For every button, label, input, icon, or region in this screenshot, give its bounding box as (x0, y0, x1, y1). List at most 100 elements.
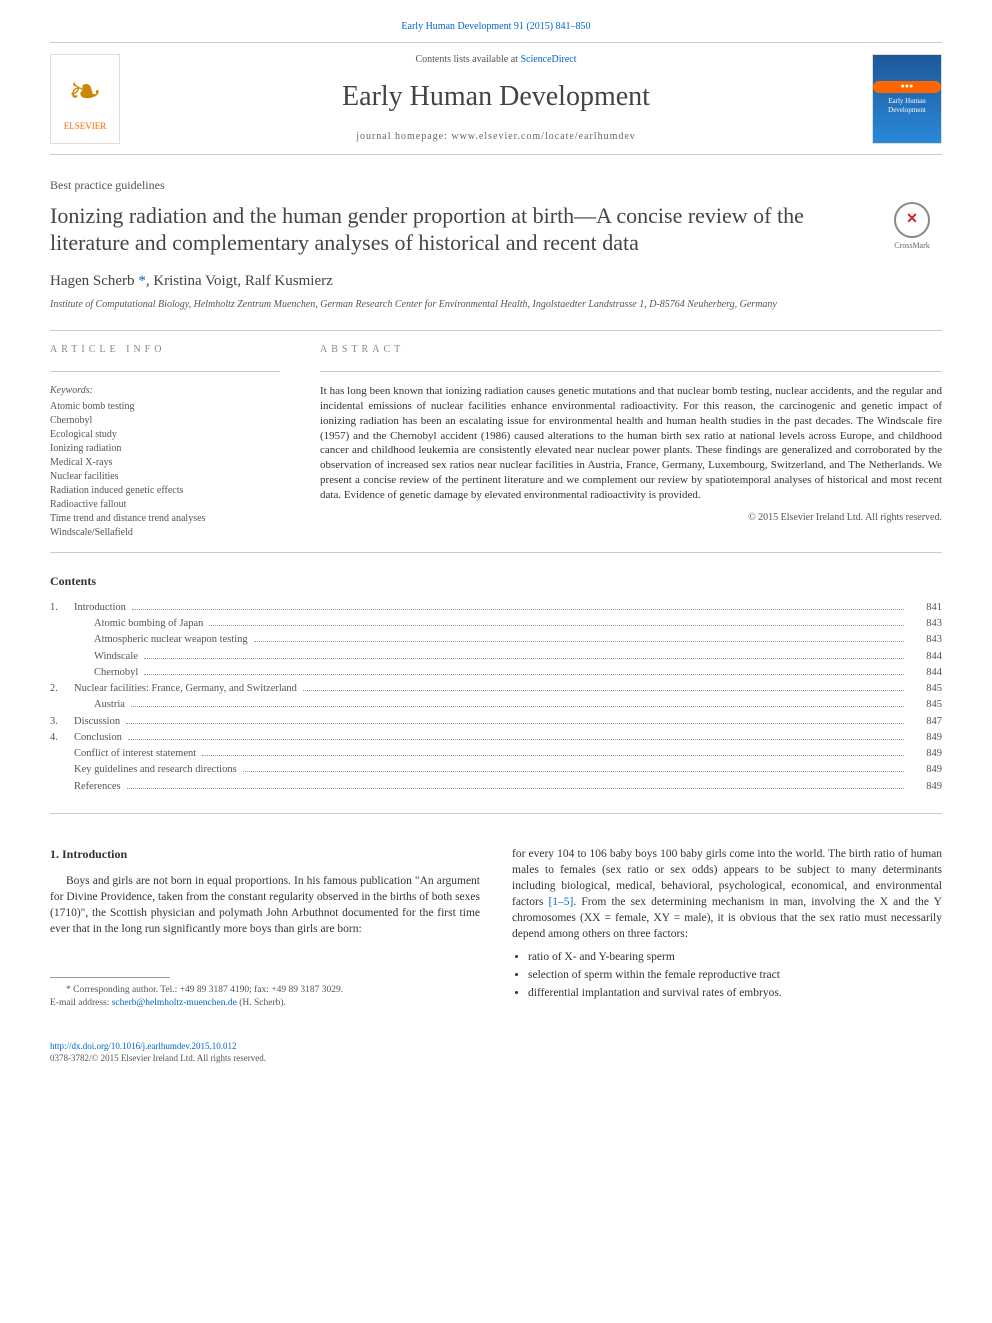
toc-dots (202, 755, 904, 756)
abstract-copyright: © 2015 Elsevier Ireland Ltd. All rights … (320, 511, 942, 525)
keywords-label: Keywords: (50, 384, 280, 398)
divider (50, 371, 280, 372)
author-2: Kristina Voigt (153, 273, 237, 289)
toc-label: Introduction (74, 600, 126, 616)
footnote-divider (50, 977, 170, 978)
article-info-heading: ARTICLE INFO (50, 343, 280, 357)
intro-paragraph-left: Boys and girls are not born in equal pro… (50, 873, 480, 937)
toc-page: 845 (910, 697, 942, 713)
publisher-logo: ❧ ELSEVIER (50, 54, 120, 144)
toc-dots (132, 609, 904, 610)
toc-row[interactable]: 2.Nuclear facilities: France, Germany, a… (50, 681, 942, 697)
page-footer: http://dx.doi.org/10.1016/j.earlhumdev.2… (50, 1040, 942, 1065)
article-info-column: ARTICLE INFO Keywords: Atomic bomb testi… (50, 343, 280, 540)
journal-title: Early Human Development (120, 77, 872, 116)
crossmark-badge[interactable]: ✕ CrossMark (882, 202, 942, 251)
ref-link[interactable]: [1–5] (548, 896, 573, 908)
crossmark-x-icon: ✕ (906, 210, 918, 230)
abstract-column: ABSTRACT It has long been known that ion… (320, 343, 942, 540)
toc-page: 844 (910, 649, 942, 665)
affiliation: Institute of Computational Biology, Helm… (50, 298, 942, 312)
footnote-line-1: * Corresponding author. Tel.: +49 89 318… (66, 985, 343, 995)
toc-page: 845 (910, 681, 942, 697)
contents-lists-line: Contents lists available at ScienceDirec… (120, 53, 872, 67)
sciencedirect-link[interactable]: ScienceDirect (520, 54, 576, 65)
citation-link[interactable]: Early Human Development 91 (2015) 841–85… (401, 21, 590, 32)
toc: 1.Introduction841Atomic bombing of Japan… (50, 600, 942, 795)
toc-label: Nuclear facilities: France, Germany, and… (74, 681, 297, 697)
toc-page: 847 (910, 714, 942, 730)
toc-label: Key guidelines and research directions (74, 762, 237, 778)
toc-label: Conclusion (74, 730, 122, 746)
toc-dots (243, 771, 904, 772)
toc-page: 849 (910, 746, 942, 762)
toc-dots (303, 690, 904, 691)
toc-label: Atmospheric nuclear weapon testing (74, 632, 248, 648)
keyword: Windscale/Sellafield (50, 526, 280, 540)
divider (50, 552, 942, 553)
article-title: Ionizing radiation and the human gender … (50, 202, 870, 257)
list-item: selection of sperm within the female rep… (528, 967, 942, 983)
journal-cover-thumbnail: ●●● Early Human Development (872, 54, 942, 144)
keyword: Ecological study (50, 428, 280, 442)
toc-row[interactable]: Chernobyl 844 (50, 665, 942, 681)
toc-dots (144, 674, 904, 675)
corresponding-author-footnote: * Corresponding author. Tel.: +49 89 318… (50, 984, 480, 1010)
corresponding-email-link[interactable]: scherb@helmholtz-muenchen.de (112, 998, 237, 1008)
abstract-text: It has long been known that ionizing rad… (320, 384, 942, 503)
cover-small-text: Early Human Development (873, 97, 941, 117)
keyword: Radioactive fallout (50, 498, 280, 512)
body-columns: 1. Introduction Boys and girls are not b… (50, 846, 942, 1010)
info-abstract-row: ARTICLE INFO Keywords: Atomic bomb testi… (50, 343, 942, 540)
toc-label: Conflict of interest statement (74, 746, 196, 762)
doi-link[interactable]: http://dx.doi.org/10.1016/j.earlhumdev.2… (50, 1041, 237, 1051)
keyword: Time trend and distance trend analyses (50, 512, 280, 526)
toc-label: Atomic bombing of Japan (74, 616, 203, 632)
toc-dots (144, 658, 904, 659)
toc-label: Windscale (74, 649, 138, 665)
toc-page: 843 (910, 616, 942, 632)
toc-number: 3. (50, 714, 74, 730)
toc-row[interactable]: References849 (50, 779, 942, 795)
citation-header: Early Human Development 91 (2015) 841–85… (50, 20, 942, 34)
keyword: Chernobyl (50, 414, 280, 428)
factor-list: ratio of X- and Y-bearing sperm selectio… (512, 949, 942, 1001)
toc-page: 849 (910, 730, 942, 746)
keyword: Ionizing radiation (50, 442, 280, 456)
toc-page: 844 (910, 665, 942, 681)
toc-row[interactable]: 1.Introduction841 (50, 600, 942, 616)
author-3: Ralf Kusmierz (245, 273, 333, 289)
toc-label: Austria (74, 697, 125, 713)
toc-row[interactable]: Windscale 844 (50, 649, 942, 665)
keyword: Atomic bomb testing (50, 400, 280, 414)
toc-dots (126, 723, 904, 724)
cover-badge: ●●● (873, 81, 941, 93)
section-heading-intro: 1. Introduction (50, 846, 480, 863)
article-type: Best practice guidelines (50, 177, 942, 194)
right-column: for every 104 to 106 baby boys 100 baby … (512, 846, 942, 1010)
crossmark-circle-icon: ✕ (894, 202, 930, 238)
toc-row[interactable]: Conflict of interest statement 849 (50, 746, 942, 762)
author-1: Hagen Scherb (50, 273, 135, 289)
journal-homepage: journal homepage: www.elsevier.com/locat… (120, 130, 872, 144)
contents-block: Contents 1.Introduction841Atomic bombing… (50, 573, 942, 795)
toc-label: References (74, 779, 121, 795)
journal-header: ❧ ELSEVIER Contents lists available at S… (50, 42, 942, 155)
toc-row[interactable]: 4.Conclusion 849 (50, 730, 942, 746)
divider (50, 813, 942, 814)
author-list: Hagen Scherb *, Kristina Voigt, Ralf Kus… (50, 271, 942, 292)
list-item: differential implantation and survival r… (528, 985, 942, 1001)
toc-label: Chernobyl (74, 665, 138, 681)
header-center: Contents lists available at ScienceDirec… (120, 53, 872, 144)
toc-row[interactable]: Atmospheric nuclear weapon testing843 (50, 632, 942, 648)
toc-number: 4. (50, 730, 74, 746)
left-column: 1. Introduction Boys and girls are not b… (50, 846, 480, 1010)
toc-row[interactable]: Austria 845 (50, 697, 942, 713)
title-row: Ionizing radiation and the human gender … (50, 202, 942, 257)
toc-row[interactable]: 3.Discussion847 (50, 714, 942, 730)
list-item: ratio of X- and Y-bearing sperm (528, 949, 942, 965)
toc-row[interactable]: Key guidelines and research directions84… (50, 762, 942, 778)
toc-row[interactable]: Atomic bombing of Japan 843 (50, 616, 942, 632)
divider (320, 371, 942, 372)
toc-dots (209, 625, 904, 626)
